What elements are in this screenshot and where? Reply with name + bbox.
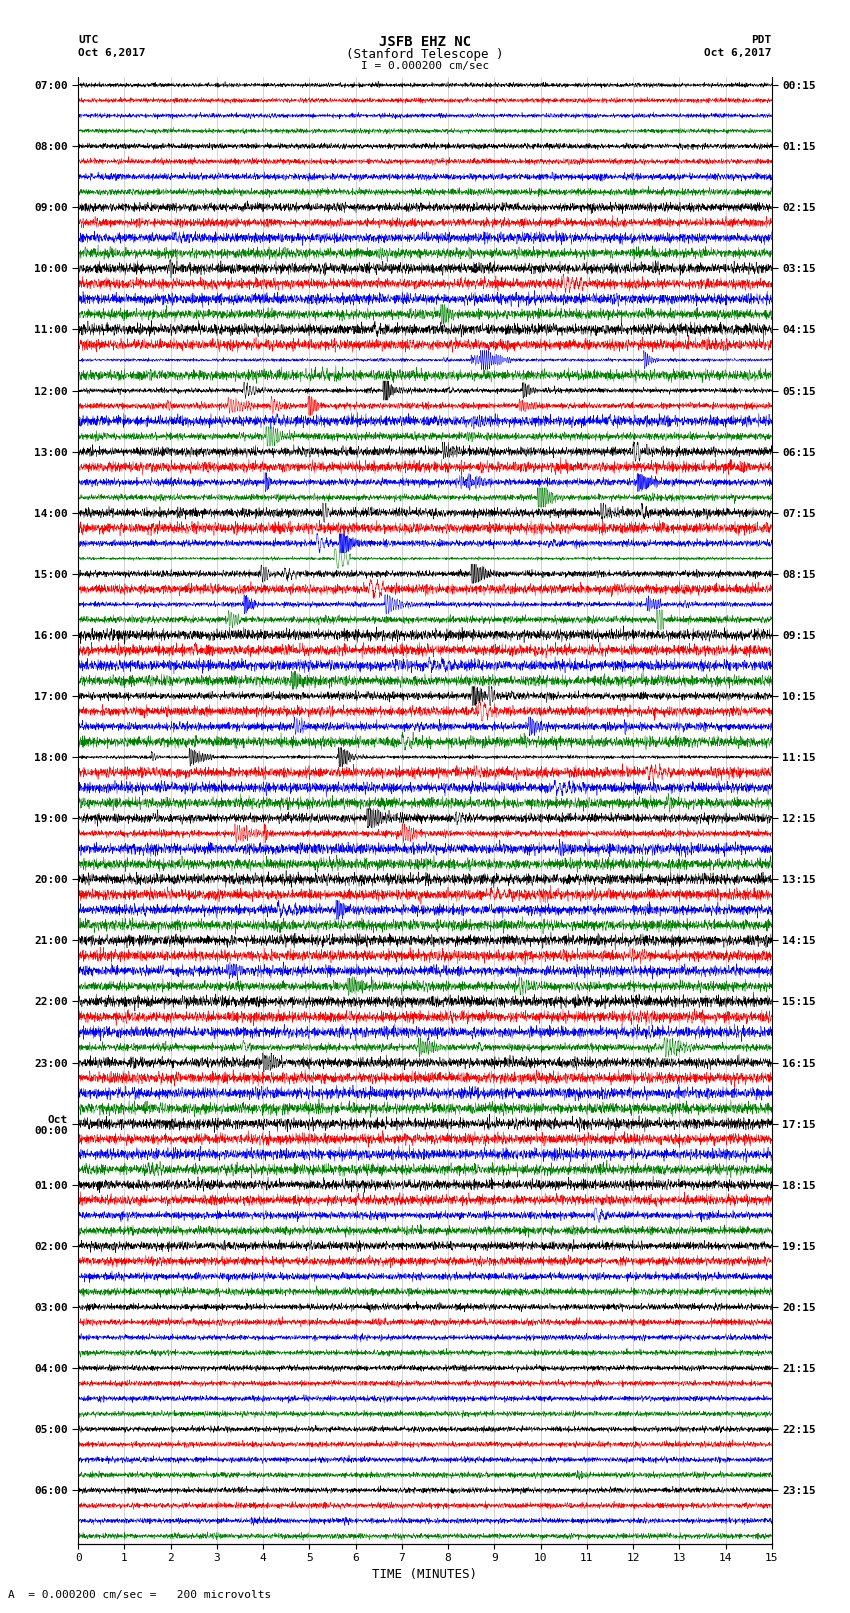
Text: A  = 0.000200 cm/sec =   200 microvolts: A = 0.000200 cm/sec = 200 microvolts	[8, 1590, 272, 1600]
Text: Oct 6,2017: Oct 6,2017	[705, 48, 772, 58]
Text: Oct 6,2017: Oct 6,2017	[78, 48, 145, 58]
Text: PDT: PDT	[751, 35, 772, 45]
Text: (Stanford Telescope ): (Stanford Telescope )	[346, 48, 504, 61]
Text: UTC: UTC	[78, 35, 99, 45]
Text: I = 0.000200 cm/sec: I = 0.000200 cm/sec	[361, 61, 489, 71]
Text: JSFB EHZ NC: JSFB EHZ NC	[379, 35, 471, 50]
X-axis label: TIME (MINUTES): TIME (MINUTES)	[372, 1568, 478, 1581]
